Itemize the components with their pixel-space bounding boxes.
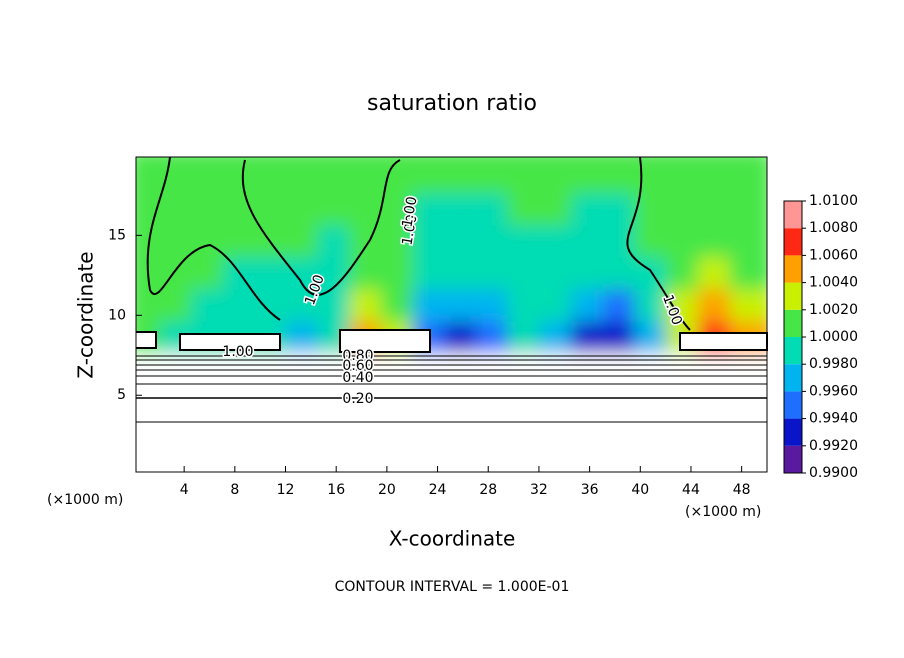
plot-frame — [135, 156, 768, 473]
cell — [729, 157, 767, 194]
contour-label: 0.40 — [342, 370, 373, 386]
colorbar-segment — [784, 255, 802, 283]
x-tick-label: 36 — [581, 482, 599, 498]
contour-label: 0.80 — [342, 348, 373, 364]
colorbar-label: 1.0080 — [809, 220, 858, 236]
chart-title: saturation ratio — [367, 91, 537, 116]
colorbar-segment — [784, 337, 802, 365]
colorbar-segment — [784, 282, 802, 310]
x-tick-label: 48 — [733, 482, 751, 498]
colorbar-segment — [784, 418, 802, 446]
colorbar-label: 1.0000 — [809, 329, 858, 345]
x-tick-label: 12 — [277, 482, 295, 498]
colorbar-label: 1.0100 — [809, 193, 858, 209]
x-tick-label: 32 — [530, 482, 548, 498]
colorbar-label: 1.0060 — [809, 247, 858, 263]
contour-lines — [136, 156, 768, 423]
colorbar-label: 0.9960 — [809, 383, 858, 399]
x-unit: (×1000 m) — [47, 492, 123, 508]
x-tick-label: 8 — [230, 482, 239, 498]
y-axis-label: Z-coordinate — [74, 251, 98, 378]
contour-label: 1.00 — [222, 344, 253, 360]
colorbar-segment — [784, 201, 802, 229]
colorbar-segment — [784, 391, 802, 419]
contour-label: 0.20 — [342, 391, 373, 407]
colorbar-segment — [784, 228, 802, 256]
x-tick-label: 16 — [327, 482, 345, 498]
x-tick-label: 24 — [429, 482, 447, 498]
x-unit: (×1000 m) — [685, 504, 761, 520]
x-tick-label: 20 — [378, 482, 396, 498]
y-tick-label: 5 — [117, 387, 126, 403]
colorbar-label: 1.0040 — [809, 275, 858, 291]
colorbar-segment — [784, 445, 802, 473]
x-tick-label: 28 — [479, 482, 497, 498]
colorbar-segment — [784, 309, 802, 337]
colorbar-label: 0.9940 — [809, 411, 858, 427]
footnote: CONTOUR INTERVAL = 1.000E-01 — [335, 579, 570, 595]
x-tick-label: 40 — [631, 482, 649, 498]
colorbar-label: 0.9900 — [809, 465, 858, 481]
x-axis-label: X-coordinate — [389, 527, 516, 551]
y-tick-label: 15 — [108, 227, 126, 243]
colorbar-label: 1.0020 — [809, 302, 858, 318]
x-tick-label: 4 — [180, 482, 189, 498]
colorbar-label: 0.9920 — [809, 438, 858, 454]
contour-label: 0.60 — [342, 358, 373, 374]
x-tick-label: 44 — [682, 482, 700, 498]
colorbar-segment — [784, 364, 802, 392]
y-tick-label: 10 — [108, 307, 126, 323]
colorbar-label: 0.9980 — [809, 356, 858, 372]
